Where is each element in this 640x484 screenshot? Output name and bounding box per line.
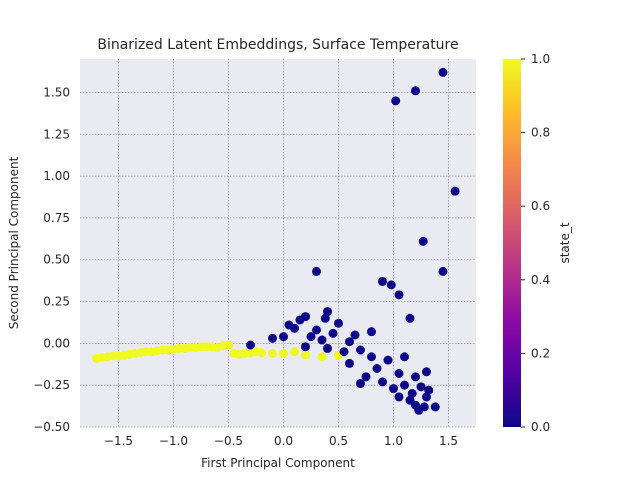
data-point — [268, 348, 277, 358]
colorbar-tick-label: 0.4 — [531, 273, 550, 287]
data-point — [400, 352, 409, 362]
data-point — [383, 355, 393, 365]
data-point — [246, 340, 255, 350]
colorbar-tick-label: 0.6 — [531, 199, 550, 213]
data-point — [323, 343, 332, 353]
colorbar-tick-label: 0.8 — [531, 126, 550, 140]
x-axis-ticks: −1.5 −1.0 −0.5 0.0 0.5 1.0 1.5 — [104, 434, 458, 448]
data-point — [339, 347, 349, 357]
y-tick-label: −0.50 — [33, 420, 70, 434]
x-tick-label: −1.0 — [159, 434, 188, 448]
data-point — [356, 345, 365, 355]
y-tick-label: −0.25 — [33, 378, 70, 392]
y-axis-ticks: −0.50 −0.25 0.00 0.25 0.50 0.75 1.00 1.25 1.50 — [33, 85, 70, 434]
data-point — [386, 280, 396, 290]
x-axis-label: First Principal Component — [201, 456, 355, 470]
data-point — [438, 266, 448, 276]
data-point — [317, 335, 327, 345]
y-tick-label: 0.25 — [43, 295, 70, 309]
y-axis-label: Second Principal Component — [7, 156, 21, 329]
data-point — [430, 402, 440, 412]
data-point — [350, 330, 360, 340]
x-tick-label: −0.5 — [214, 434, 243, 448]
data-point — [290, 347, 299, 357]
data-point — [411, 86, 420, 96]
data-point — [356, 379, 365, 389]
grid — [80, 59, 476, 428]
x-tick-label: 0.5 — [329, 434, 348, 448]
data-point — [320, 313, 330, 323]
y-tick-label: 0.75 — [43, 211, 70, 225]
data-point — [301, 350, 310, 360]
data-point — [361, 372, 371, 382]
data-point — [290, 323, 299, 333]
data-point — [394, 290, 404, 300]
chart-title: Binarized Latent Embeddings, Surface Tem… — [97, 37, 458, 53]
data-point — [414, 405, 424, 415]
data-point — [422, 367, 431, 377]
y-tick-label: 1.00 — [43, 169, 70, 183]
colorbar-ticks: 0.0 0.2 0.4 0.6 0.8 1.0 — [521, 52, 550, 434]
data-point — [334, 318, 343, 328]
data-point — [345, 337, 354, 347]
data-point — [378, 377, 387, 387]
data-point — [378, 276, 387, 286]
plot-background — [80, 59, 476, 427]
data-point — [405, 313, 415, 323]
colorbar-tick-label: 0.2 — [531, 346, 550, 360]
data-point — [301, 312, 310, 322]
y-tick-label: 0.50 — [43, 253, 70, 267]
data-point — [407, 389, 417, 399]
data-point — [391, 96, 401, 106]
data-point — [224, 340, 233, 350]
data-point — [257, 348, 266, 358]
x-tick-label: 0.0 — [274, 434, 293, 448]
x-tick-label: −1.5 — [104, 434, 133, 448]
y-tick-label: 1.25 — [43, 127, 70, 141]
y-tick-label: 1.50 — [43, 85, 70, 99]
data-point — [389, 384, 398, 394]
data-point — [394, 392, 404, 402]
data-point — [450, 186, 460, 196]
data-point — [301, 342, 310, 352]
data-point — [422, 392, 431, 402]
data-point — [367, 352, 376, 362]
data-point — [367, 327, 376, 337]
data-point — [394, 368, 404, 378]
data-point — [416, 382, 426, 392]
x-tick-label: 1.5 — [439, 434, 458, 448]
data-points — [92, 67, 460, 415]
y-tick-label: 0.00 — [43, 336, 70, 350]
x-tick-label: 1.0 — [384, 434, 403, 448]
colorbar-tick-label: 0.0 — [531, 420, 550, 434]
data-point — [312, 325, 321, 335]
data-point — [279, 348, 288, 358]
data-point — [438, 67, 448, 77]
data-point — [312, 266, 321, 276]
data-point — [268, 333, 277, 343]
data-point — [372, 363, 382, 373]
colorbar — [503, 59, 521, 427]
data-point — [400, 380, 409, 390]
data-point — [306, 332, 316, 342]
colorbar-label: state_t — [558, 222, 572, 263]
data-point — [418, 236, 428, 246]
data-point — [345, 358, 354, 368]
data-point — [317, 352, 327, 362]
colorbar-tick-label: 1.0 — [531, 52, 550, 66]
data-point — [411, 372, 420, 382]
data-point — [279, 332, 288, 342]
data-point — [328, 328, 338, 338]
